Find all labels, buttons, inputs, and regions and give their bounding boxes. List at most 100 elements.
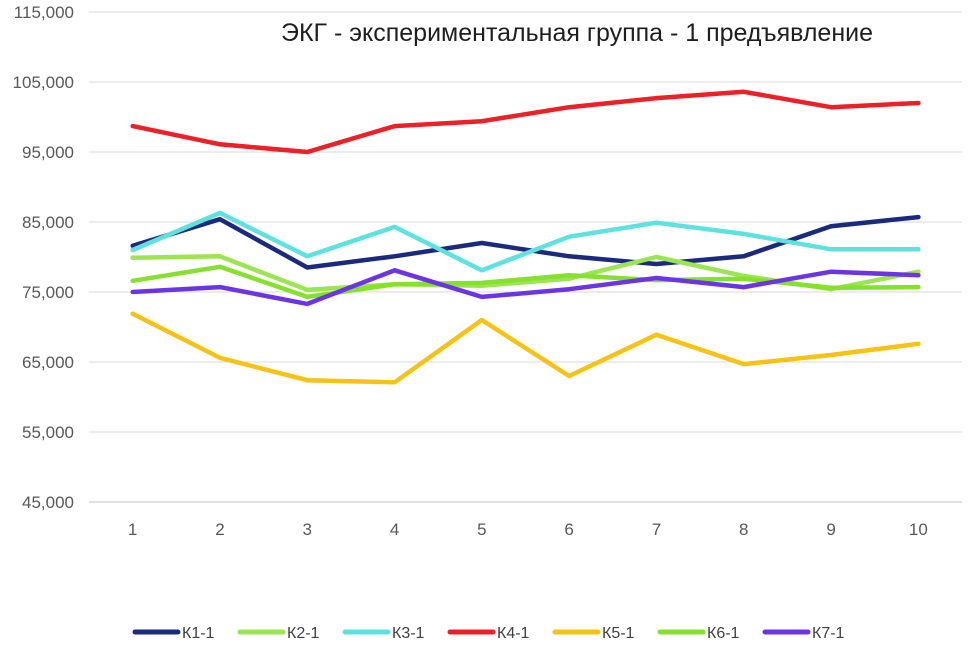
data-point	[392, 282, 397, 287]
y-tick-label: 75,000	[22, 283, 74, 302]
data-point	[392, 224, 397, 229]
data-point	[567, 254, 572, 259]
data-point	[916, 273, 921, 278]
data-point	[217, 355, 222, 360]
data-point	[741, 362, 746, 367]
data-point	[741, 231, 746, 236]
data-point	[829, 269, 833, 274]
data-point	[829, 353, 833, 357]
series-line-k3-1	[130, 210, 921, 273]
data-point	[392, 124, 397, 129]
data-point	[305, 378, 310, 383]
data-point	[654, 255, 659, 259]
legend-label-k4-1: К4-1	[497, 625, 530, 642]
series-line-k4-1	[130, 89, 921, 155]
data-point	[392, 268, 397, 273]
legend-label-k7-1: К7-1	[812, 625, 845, 642]
y-tick-label: 65,000	[22, 353, 74, 372]
data-point	[567, 234, 572, 239]
data-point	[479, 119, 484, 124]
data-point	[130, 248, 135, 252]
data-point	[479, 318, 484, 322]
data-point	[567, 276, 572, 281]
data-point	[654, 262, 659, 266]
series-k4-1	[130, 89, 921, 155]
data-point	[217, 210, 222, 215]
data-point	[654, 332, 659, 337]
data-point	[654, 220, 659, 225]
data-point	[479, 241, 484, 245]
data-point	[392, 254, 397, 259]
y-axis-tick-labels: 45,000 55,000 65,000 75,000 85,000 95,000 105,…	[13, 3, 74, 512]
series-line-k5-1	[130, 311, 921, 385]
series-lines	[130, 89, 921, 385]
data-point	[130, 311, 135, 316]
data-point	[479, 294, 484, 299]
series-k7-1	[130, 268, 921, 307]
chart-title: ЭКГ - экспериментальная группа - 1 предъ…	[281, 19, 873, 47]
data-point	[217, 254, 222, 259]
data-point	[741, 254, 746, 259]
x-tick-label: 10	[909, 520, 928, 539]
legend-label-k5-1: К5-1	[602, 625, 635, 642]
y-tick-label: 55,000	[22, 423, 74, 442]
series-line-k7-1	[130, 268, 921, 307]
x-tick-label: 7	[652, 520, 661, 539]
x-tick-label: 8	[739, 520, 748, 539]
data-point	[916, 285, 921, 290]
data-point	[916, 101, 921, 105]
data-point	[217, 285, 222, 290]
y-tick-label: 115,000	[14, 3, 74, 22]
data-point	[741, 276, 746, 281]
data-point	[829, 285, 833, 290]
y-tick-label: 85,000	[22, 213, 74, 232]
data-point	[217, 264, 222, 269]
x-axis-tick-labels: 1 2 3 4 5 6 7 8 9 10	[128, 520, 928, 539]
data-point	[654, 276, 659, 280]
data-point	[130, 255, 135, 260]
data-point	[130, 290, 135, 294]
x-tick-label: 6	[564, 520, 573, 539]
data-point	[654, 96, 659, 101]
data-point	[567, 105, 572, 110]
x-tick-label: 5	[477, 520, 486, 539]
data-point	[741, 89, 746, 94]
y-tick-label: 105,000	[13, 73, 74, 92]
data-point	[305, 265, 310, 270]
x-tick-label: 9	[826, 520, 835, 539]
data-point	[567, 374, 572, 378]
data-point	[130, 243, 135, 248]
y-tick-label: 95,000	[22, 143, 74, 162]
data-point	[130, 124, 135, 129]
y-tick-label: 45,000	[22, 493, 74, 512]
legend-label-k6-1: К6-1	[707, 625, 740, 642]
data-point	[305, 150, 310, 154]
series-line-k6-1	[130, 264, 921, 300]
data-point	[305, 301, 310, 306]
data-point	[829, 224, 833, 229]
data-point	[916, 269, 921, 274]
data-point	[479, 268, 484, 273]
data-point	[392, 380, 397, 385]
x-tick-label: 3	[303, 520, 312, 539]
legend-label-k3-1: К3-1	[392, 625, 425, 642]
series-k3-1	[130, 210, 921, 273]
data-point	[741, 285, 746, 290]
data-point	[916, 341, 921, 346]
x-tick-label: 1	[128, 520, 137, 539]
data-point	[567, 287, 572, 292]
x-tick-label: 2	[215, 520, 224, 539]
data-point	[479, 280, 484, 285]
data-point	[567, 273, 572, 278]
data-point	[305, 287, 310, 292]
data-point	[217, 142, 222, 147]
legend-label-k1-1: К1-1	[182, 625, 215, 642]
series-k6-1	[130, 264, 921, 300]
legend-label-k2-1: К2-1	[287, 625, 320, 642]
data-point	[829, 105, 833, 110]
data-point	[829, 247, 833, 252]
series-k5-1	[130, 311, 921, 385]
data-point	[305, 254, 310, 259]
data-point	[916, 247, 921, 252]
